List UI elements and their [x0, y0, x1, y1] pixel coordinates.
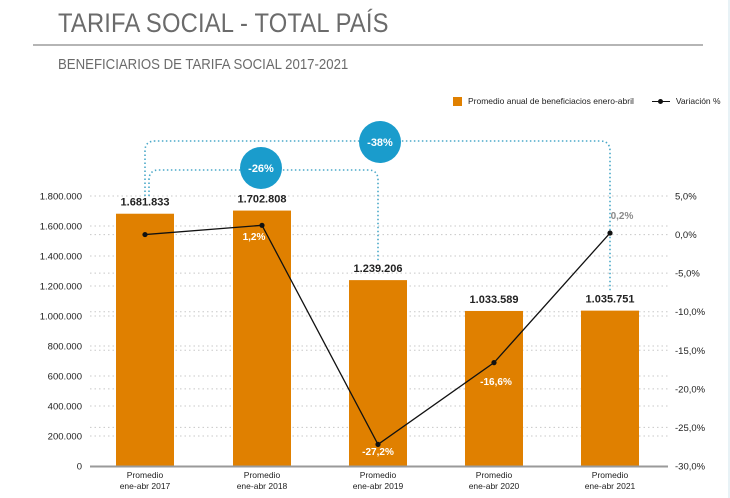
- bar: [233, 210, 291, 466]
- variation-value-label: 0,2%: [611, 211, 634, 222]
- variation-point: [142, 231, 148, 238]
- bar-value-label: 1.033.589: [470, 294, 519, 306]
- y-left-tick-label: 200.000: [48, 432, 82, 443]
- variation-point: [607, 230, 613, 236]
- y-right-tick-label: -5,0%: [675, 269, 700, 280]
- y-right-tick-label: -10,0%: [675, 307, 706, 318]
- y-left-tick-label: 1.400.000: [40, 252, 82, 263]
- x-category-label: ene-abr 2019: [353, 481, 404, 491]
- bar-value-label: 1.702.808: [238, 194, 287, 206]
- annotation-bubble-38-label: -38%: [367, 137, 393, 149]
- legend-bar-swatch: [453, 96, 462, 106]
- page-title: TARIFA SOCIAL - TOTAL PAÍS: [58, 8, 389, 38]
- bracket-38: [144, 140, 611, 291]
- bar: [116, 213, 174, 466]
- x-category-label: Promedio: [244, 470, 281, 480]
- bar-value-label: 1.035.751: [586, 294, 635, 306]
- annotation-bubble-38-circle: [359, 121, 401, 163]
- x-category-label: ene-abr 2021: [585, 481, 636, 491]
- y-right-tick-label: -30,0%: [675, 462, 706, 473]
- x-category-label: ene-abr 2017: [120, 481, 171, 491]
- page-edge: [728, 0, 730, 498]
- variation-point: [491, 360, 497, 366]
- y-left-tick-label: 400.000: [48, 402, 82, 413]
- y-left-tick-label: 1.600.000: [40, 222, 82, 233]
- bar: [581, 310, 639, 466]
- variation-value-label: -16,6%: [480, 377, 512, 388]
- chart-subtitle: BENEFICIARIOS DE TARIFA SOCIAL 2017-2021: [58, 56, 349, 73]
- y-left-tick-label: 1.200.000: [40, 282, 82, 293]
- y-left-tick-label: 0: [77, 462, 82, 473]
- bar: [465, 310, 523, 466]
- x-category-label: ene-abr 2018: [237, 481, 288, 491]
- x-category-label: Promedio: [592, 470, 629, 480]
- y-left-tick-label: 600.000: [48, 372, 82, 383]
- legend: Promedio anual de beneficiacios enero-ab…: [453, 96, 721, 106]
- legend-line-label: Variación %: [675, 96, 721, 106]
- legend-bar-label: Promedio anual de beneficiacios enero-ab…: [468, 96, 634, 106]
- x-category-label: Promedio: [127, 470, 164, 480]
- bar-value-label: 1.681.833: [121, 197, 170, 209]
- x-category-label: ene-abr 2020: [469, 481, 520, 491]
- title-divider: [33, 44, 703, 46]
- y-left-tick-label: 1.800.000: [40, 192, 82, 203]
- bar: [349, 280, 407, 466]
- y-right-tick-label: -20,0%: [675, 384, 706, 395]
- legend-line-swatch: [651, 97, 670, 106]
- y-right-tick-label: 5,0%: [675, 192, 697, 203]
- y-left-tick-label: 800.000: [48, 342, 82, 353]
- y-left-tick-label: 1.000.000: [40, 312, 82, 323]
- y-right-tick-label: -15,0%: [675, 346, 706, 357]
- variation-point: [259, 222, 265, 228]
- variation-value-label: -27,2%: [362, 447, 394, 458]
- x-category-label: Promedio: [476, 470, 513, 480]
- y-right-tick-label: 0,0%: [675, 230, 697, 241]
- x-category-label: Promedio: [360, 470, 397, 480]
- y-right-tick-label: -25,0%: [675, 423, 706, 434]
- annotation-bubble-26-circle: [240, 147, 282, 189]
- bar-value-label: 1.239.206: [354, 263, 403, 275]
- variation-point: [375, 441, 381, 447]
- variation-value-label: 1,2%: [243, 232, 266, 243]
- annotation-bubble-26-label: -26%: [248, 163, 274, 175]
